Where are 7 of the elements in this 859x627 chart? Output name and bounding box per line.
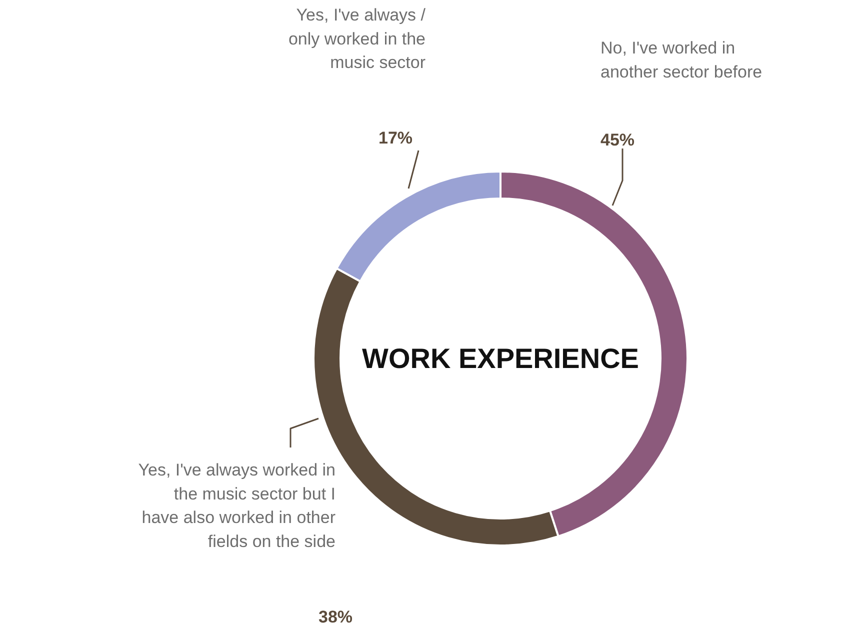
data-label: 17% — [378, 128, 413, 148]
slice-label: Yes, I've always worked in the music sector but I have also worked in other fields on the side — [138, 460, 336, 551]
slice-label: Yes, I've always / only worked in the music sector — [288, 6, 426, 72]
data-label: 38% — [318, 608, 353, 626]
text: WORK EXPERIENCE — [362, 343, 639, 374]
data-label: 45% — [600, 130, 635, 150]
slice-label: No, I've worked in another sector before — [600, 38, 762, 82]
